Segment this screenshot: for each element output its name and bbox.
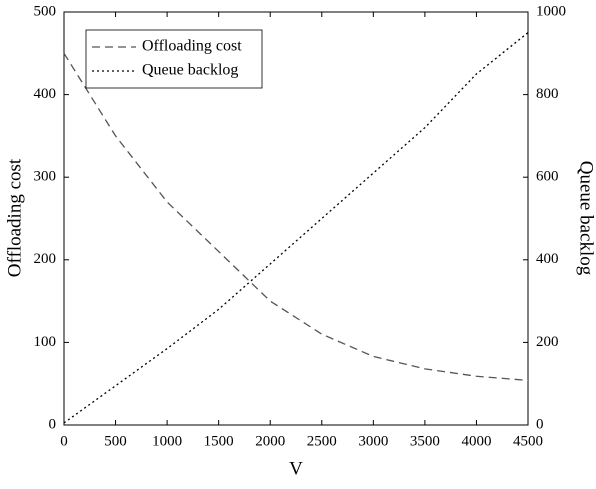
legend-box <box>85 29 263 89</box>
x-tick-label: 500 <box>104 433 127 449</box>
y2-tick-label: 600 <box>536 169 559 185</box>
x-tick-label: 2000 <box>255 433 285 449</box>
y2-tick-label: 0 <box>536 416 544 432</box>
plot-frame <box>63 11 529 426</box>
y2-tick-label: 200 <box>536 334 559 350</box>
data-line <box>63 52 529 382</box>
y-tick-label: 100 <box>34 334 57 350</box>
y2-tick-label: 800 <box>536 86 559 102</box>
data-line <box>63 32 529 424</box>
legend-label: Queue backlog <box>142 62 238 79</box>
x-tick-label: 2500 <box>307 433 337 449</box>
x-tick-label: 1500 <box>204 433 234 449</box>
x-tick-label: 3000 <box>358 433 388 449</box>
y-tick-label: 200 <box>34 251 57 267</box>
y-axis-title: Offloading cost <box>4 158 25 277</box>
y-tick-label: 500 <box>34 3 57 19</box>
y-tick-label: 300 <box>34 169 57 185</box>
y-tick-label: 400 <box>34 86 57 102</box>
x-tick-label: 3500 <box>410 433 440 449</box>
x-axis-title: V <box>289 458 303 479</box>
x-tick-label: 1000 <box>152 433 182 449</box>
x-tick-label: 4500 <box>513 433 543 449</box>
y2-tick-label: 400 <box>536 251 559 267</box>
legend-label: Offloading cost <box>142 38 242 55</box>
y2-tick-label: 1000 <box>536 3 566 19</box>
y2-axis-title: Queue backlog <box>576 161 596 276</box>
x-tick-label: 4000 <box>461 433 491 449</box>
x-tick-label: 0 <box>60 433 68 449</box>
y-tick-label: 0 <box>49 416 57 432</box>
